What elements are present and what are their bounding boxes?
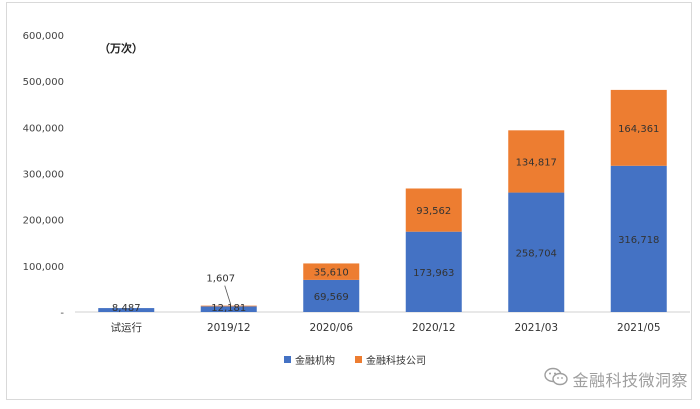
bar-segment-financial-institutions xyxy=(610,165,667,312)
data-label: 173,963 xyxy=(413,268,454,279)
y-tick-label: 600,000 xyxy=(23,31,64,42)
x-tick-label: 试运行 xyxy=(111,321,143,334)
legend-swatch-financial-institutions xyxy=(284,356,291,363)
bar-segment-financial-institutions xyxy=(98,308,155,312)
bar-segment-fintech-companies xyxy=(303,263,360,280)
legend-swatch-fintech-companies xyxy=(355,356,362,363)
x-tick-label: 2021/05 xyxy=(617,322,661,334)
data-label: 134,817 xyxy=(516,157,557,168)
y-unit-label: （万次） xyxy=(99,41,143,55)
bar-segment-financial-institutions xyxy=(405,231,462,312)
x-tick-label: 2020/12 xyxy=(412,322,456,334)
data-label: 164,361 xyxy=(618,124,659,135)
y-tick-label: 400,000 xyxy=(23,123,64,134)
data-label: 316,718 xyxy=(618,235,659,246)
data-label: 12,181 xyxy=(211,303,246,314)
data-label: 35,610 xyxy=(314,268,349,279)
wechat-icon xyxy=(544,367,569,391)
data-label-leader xyxy=(224,285,232,305)
data-label: 258,704 xyxy=(516,248,557,259)
legend-label: 金融机构 xyxy=(295,354,335,367)
chart-frame xyxy=(6,2,692,400)
x-tick-label: 2020/06 xyxy=(309,322,353,334)
watermark-text: 金融科技微洞察 xyxy=(572,371,688,390)
y-tick-label: 500,000 xyxy=(23,77,64,88)
data-label: 1,607 xyxy=(206,274,235,285)
data-label: 69,569 xyxy=(314,292,349,303)
bar-segment-financial-institutions xyxy=(303,279,360,312)
bar-segment-financial-institutions xyxy=(508,192,565,312)
x-tick-label: 2021/03 xyxy=(514,322,558,334)
data-label: 8,487 xyxy=(112,303,141,314)
y-tick-label: 300,000 xyxy=(23,170,64,181)
bar-segment-fintech-companies xyxy=(508,130,565,193)
legend-label: 金融科技公司 xyxy=(366,354,426,367)
x-tick-label: 2019/12 xyxy=(207,322,251,334)
y-tick-label: 200,000 xyxy=(23,216,64,227)
bar-segment-fintech-companies xyxy=(610,89,667,166)
y-tick-label: 100,000 xyxy=(23,262,64,273)
bar-segment-financial-institutions xyxy=(200,306,257,312)
watermark: 金融科技微洞察 xyxy=(544,364,688,394)
bar-segment-fintech-companies xyxy=(405,188,462,232)
bar-segment-fintech-companies xyxy=(200,305,257,307)
y-tick-label: - xyxy=(60,308,64,319)
data-label: 93,562 xyxy=(416,206,451,217)
